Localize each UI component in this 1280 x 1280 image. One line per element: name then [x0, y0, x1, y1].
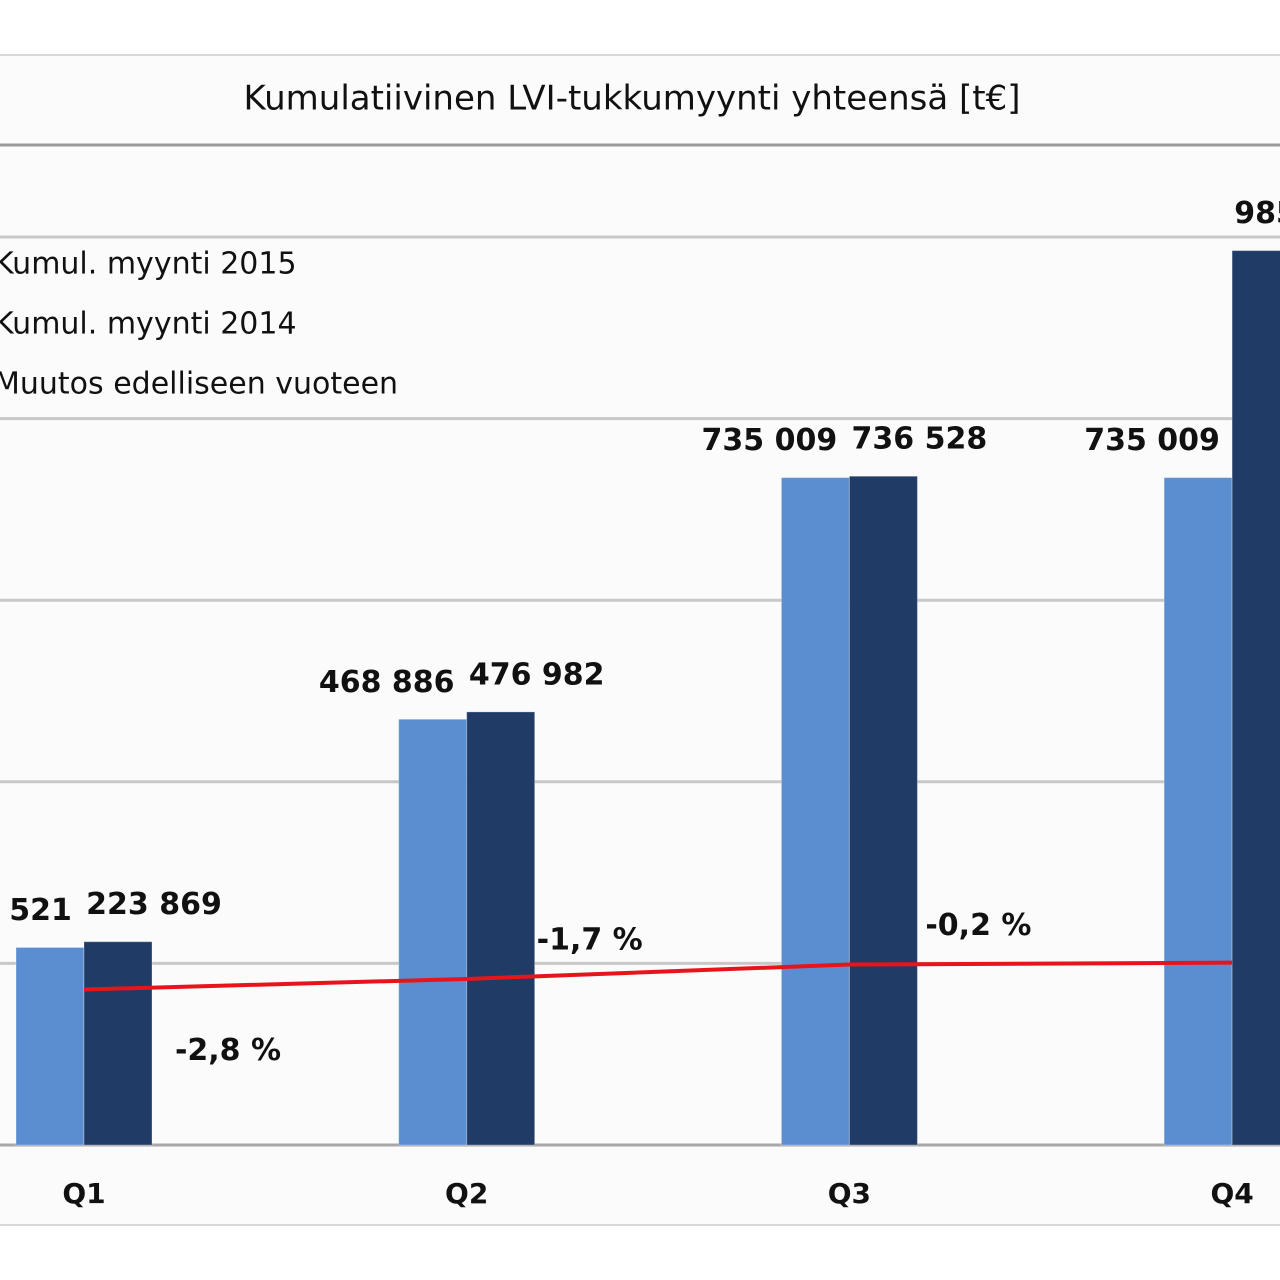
x-tick-label: Q3: [828, 1177, 871, 1210]
legend-label: Muutos edelliseen vuoteen: [0, 367, 398, 402]
line-label: -1,7 %: [537, 922, 643, 957]
bar: [780, 477, 850, 1146]
x-tick-label: Q4: [1210, 1177, 1253, 1210]
data-label: 223 869: [86, 887, 222, 922]
x-tick-label: Q1: [62, 1177, 105, 1210]
bar: [1163, 477, 1233, 1146]
bar: [466, 711, 536, 1146]
legend-label: Kumul. myynti 2015: [0, 247, 297, 282]
bar: [1231, 250, 1280, 1146]
line-label: -0,2 %: [925, 908, 1031, 943]
bar: [848, 475, 918, 1146]
bar: [83, 941, 153, 1146]
data-label: 217 521: [0, 893, 72, 928]
data-label: 736 528: [852, 422, 988, 457]
x-tick-label: Q2: [445, 1177, 488, 1210]
data-label: 985 000: [1234, 196, 1280, 231]
data-label: 476 982: [469, 657, 605, 692]
legend-label: Kumul. myynti 2014: [0, 307, 297, 342]
data-label: 735 009: [1084, 423, 1220, 458]
chart-title: Kumulatiivinen LVI-tukkumyynti yhteensä …: [244, 79, 1021, 119]
data-label: 735 009: [702, 423, 838, 458]
bar: [398, 718, 468, 1146]
bar: [15, 946, 85, 1146]
line-label: -2,8 %: [175, 1033, 281, 1068]
data-label: 468 886: [319, 665, 455, 700]
chart-frame: [0, 54, 1280, 1226]
line-series: [83, 960, 1233, 992]
